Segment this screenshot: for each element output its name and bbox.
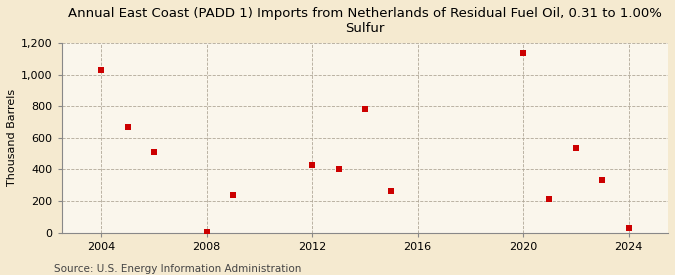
Point	[148, 150, 159, 154]
Point	[623, 226, 634, 230]
Point	[201, 230, 212, 234]
Point	[333, 166, 344, 171]
Point	[96, 68, 107, 72]
Point	[307, 163, 318, 167]
Point	[227, 192, 238, 197]
Title: Annual East Coast (PADD 1) Imports from Netherlands of Residual Fuel Oil, 0.31 t: Annual East Coast (PADD 1) Imports from …	[68, 7, 662, 35]
Point	[518, 50, 529, 55]
Point	[122, 125, 133, 129]
Point	[570, 146, 581, 150]
Y-axis label: Thousand Barrels: Thousand Barrels	[7, 89, 17, 186]
Point	[544, 197, 555, 202]
Point	[386, 188, 397, 193]
Point	[597, 178, 608, 183]
Text: Source: U.S. Energy Information Administration: Source: U.S. Energy Information Administ…	[54, 264, 301, 274]
Point	[360, 107, 371, 112]
